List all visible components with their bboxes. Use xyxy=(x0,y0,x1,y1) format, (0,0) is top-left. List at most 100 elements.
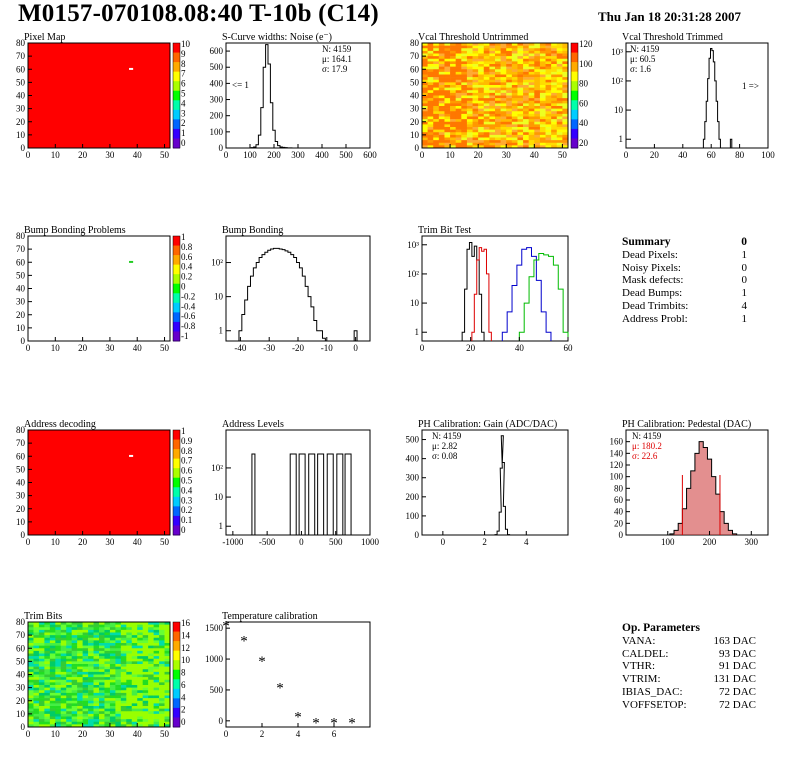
heatmap-cell xyxy=(438,74,445,78)
heatmap-cell xyxy=(49,706,56,709)
heatmap-cell xyxy=(49,692,56,696)
palette-frame xyxy=(172,42,181,149)
heatmap-cell xyxy=(523,66,529,70)
heatmap-cell xyxy=(77,695,83,699)
heatmap-cell xyxy=(523,61,529,65)
heatmap-cell xyxy=(523,129,529,133)
heatmap-cell xyxy=(115,650,122,654)
heatmap-cell xyxy=(455,95,462,99)
heatmap-cell xyxy=(500,92,507,96)
heatmap-cell xyxy=(153,724,160,728)
heatmap-cell xyxy=(60,679,67,683)
heatmap-cell xyxy=(49,713,56,717)
heatmap-cell xyxy=(28,640,34,644)
heatmap-cell xyxy=(137,637,143,641)
palette-frame xyxy=(172,621,181,728)
heatmap-cell xyxy=(500,140,507,144)
heatmap-cell xyxy=(120,658,127,662)
heatmap-cell xyxy=(28,700,34,704)
heatmap-cell xyxy=(33,643,40,646)
heatmap-cell xyxy=(164,637,171,641)
heatmap-cell xyxy=(120,653,127,657)
heatmap-cell xyxy=(66,713,72,717)
heatmap-cell xyxy=(489,103,496,107)
y-tick-label: 400 xyxy=(406,454,420,464)
palette-cell xyxy=(173,707,180,718)
heatmap-cell xyxy=(511,71,518,75)
palette-label: 0.2 xyxy=(181,505,192,515)
heatmap-cell xyxy=(478,129,485,133)
heatmap-cell xyxy=(500,77,507,81)
heatmap-cell xyxy=(60,690,67,694)
heatmap-cell xyxy=(455,100,462,104)
heatmap-cell xyxy=(562,90,569,94)
heatmap-cell xyxy=(49,685,56,688)
heatmap-cell xyxy=(483,145,490,149)
heatmap-cell xyxy=(33,724,40,728)
heatmap-cell xyxy=(99,661,105,665)
heatmap-cell xyxy=(77,650,83,654)
summary-label: Noisy Pixels: xyxy=(622,261,681,274)
heatmap-cell xyxy=(545,85,552,88)
heatmap-cell xyxy=(164,653,171,657)
heatmap-cell xyxy=(55,637,62,641)
palette-label: 9 xyxy=(181,49,186,59)
heatmap-cell xyxy=(66,627,72,631)
heatmap-cell xyxy=(115,648,122,652)
summary-rows: Dead Pixels: 1 Noisy Pixels: 0 Mask defects:… xyxy=(622,249,747,326)
heatmap-cell xyxy=(77,711,83,715)
palette-label: 0.6 xyxy=(181,252,193,262)
heatmap-cell xyxy=(444,116,451,120)
heatmap-cell xyxy=(461,98,468,102)
heatmap-cell xyxy=(472,74,479,78)
heatmap-cell xyxy=(551,140,558,144)
heatmap-cell xyxy=(556,64,563,67)
heatmap-cell xyxy=(55,624,62,628)
heatmap-cell xyxy=(82,640,89,644)
heatmap-cell xyxy=(539,142,546,146)
x-tick-label: 100 xyxy=(243,150,257,160)
heatmap-cell xyxy=(517,85,524,88)
heatmap-cell xyxy=(438,108,445,112)
heatmap-cell xyxy=(131,624,138,628)
heatmap-cell xyxy=(545,132,552,136)
x-tick-label: 40 xyxy=(515,343,525,353)
heatmap-cell xyxy=(77,661,83,665)
heatmap-cell xyxy=(99,666,105,670)
heatmap-cell xyxy=(120,674,127,678)
heatmap-cell xyxy=(137,653,143,657)
heatmap-cell xyxy=(38,674,45,678)
heatmap-cell xyxy=(427,140,434,144)
heatmap-cell xyxy=(66,637,72,641)
heatmap-cell xyxy=(159,695,165,699)
heatmap-cell xyxy=(506,48,513,52)
heatmap-cell xyxy=(126,645,133,649)
heatmap-cell xyxy=(539,92,546,96)
heatmap-cell xyxy=(120,661,127,665)
heatmap-cell xyxy=(71,719,78,723)
heatmap-cell xyxy=(142,690,149,694)
heatmap-cell xyxy=(60,711,67,715)
heatmap-cell xyxy=(478,79,485,83)
heatmap-cell xyxy=(523,56,529,60)
y-tick-label: 10 xyxy=(410,298,420,308)
x-tick-label: 0 xyxy=(420,343,425,353)
heatmap-cell xyxy=(422,85,428,88)
heatmap-cell xyxy=(120,703,127,707)
palette-label: 0.8 xyxy=(181,446,193,456)
heatmap-cell xyxy=(455,140,462,144)
x-tick-label: 10 xyxy=(446,150,456,160)
heatmap-cell xyxy=(44,650,51,654)
heatmap-cell xyxy=(466,121,473,125)
heatmap-cell xyxy=(60,627,67,631)
heatmap-cell xyxy=(71,643,78,646)
heatmap-cell xyxy=(82,648,89,652)
heatmap-cell xyxy=(109,622,116,625)
heatmap-cell xyxy=(433,116,440,120)
heatmap-cell xyxy=(483,116,490,120)
heatmap-cell xyxy=(82,653,89,657)
heatmap-cell xyxy=(66,664,72,667)
heatmap-cell xyxy=(71,666,78,670)
heatmap-cell xyxy=(461,85,468,88)
heatmap-cell xyxy=(562,64,569,67)
